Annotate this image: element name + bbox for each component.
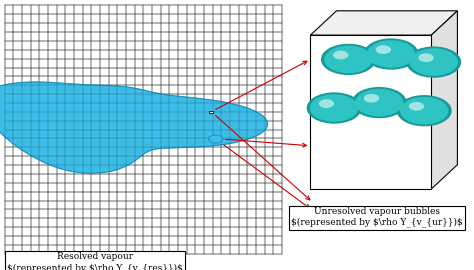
Circle shape [364, 38, 419, 70]
Text: Unresolved vapour bubbles
$(represented by $\rho Y_{v_{ur}})$: Unresolved vapour bubbles $(represented … [291, 207, 463, 227]
Circle shape [397, 95, 452, 126]
Bar [209, 111, 213, 113]
Circle shape [321, 44, 376, 75]
Text: Resolved vapour
$(represented by $\rho Y_{v_{res}})$: Resolved vapour $(represented by $\rho Y… [7, 252, 183, 270]
Circle shape [364, 94, 379, 103]
Circle shape [307, 92, 362, 124]
Circle shape [406, 46, 461, 78]
Circle shape [376, 45, 391, 54]
Polygon shape [310, 11, 457, 35]
Polygon shape [431, 11, 457, 189]
Circle shape [355, 89, 403, 116]
Polygon shape [0, 82, 267, 173]
Circle shape [324, 46, 373, 73]
Circle shape [410, 48, 458, 76]
Circle shape [419, 53, 434, 62]
Circle shape [409, 102, 424, 111]
Bar [5, 5, 282, 254]
Polygon shape [310, 35, 431, 189]
Circle shape [367, 40, 415, 68]
Ellipse shape [209, 135, 223, 143]
Circle shape [400, 97, 448, 124]
Circle shape [333, 51, 348, 59]
Circle shape [352, 87, 407, 118]
Circle shape [319, 99, 334, 108]
Circle shape [310, 94, 358, 122]
